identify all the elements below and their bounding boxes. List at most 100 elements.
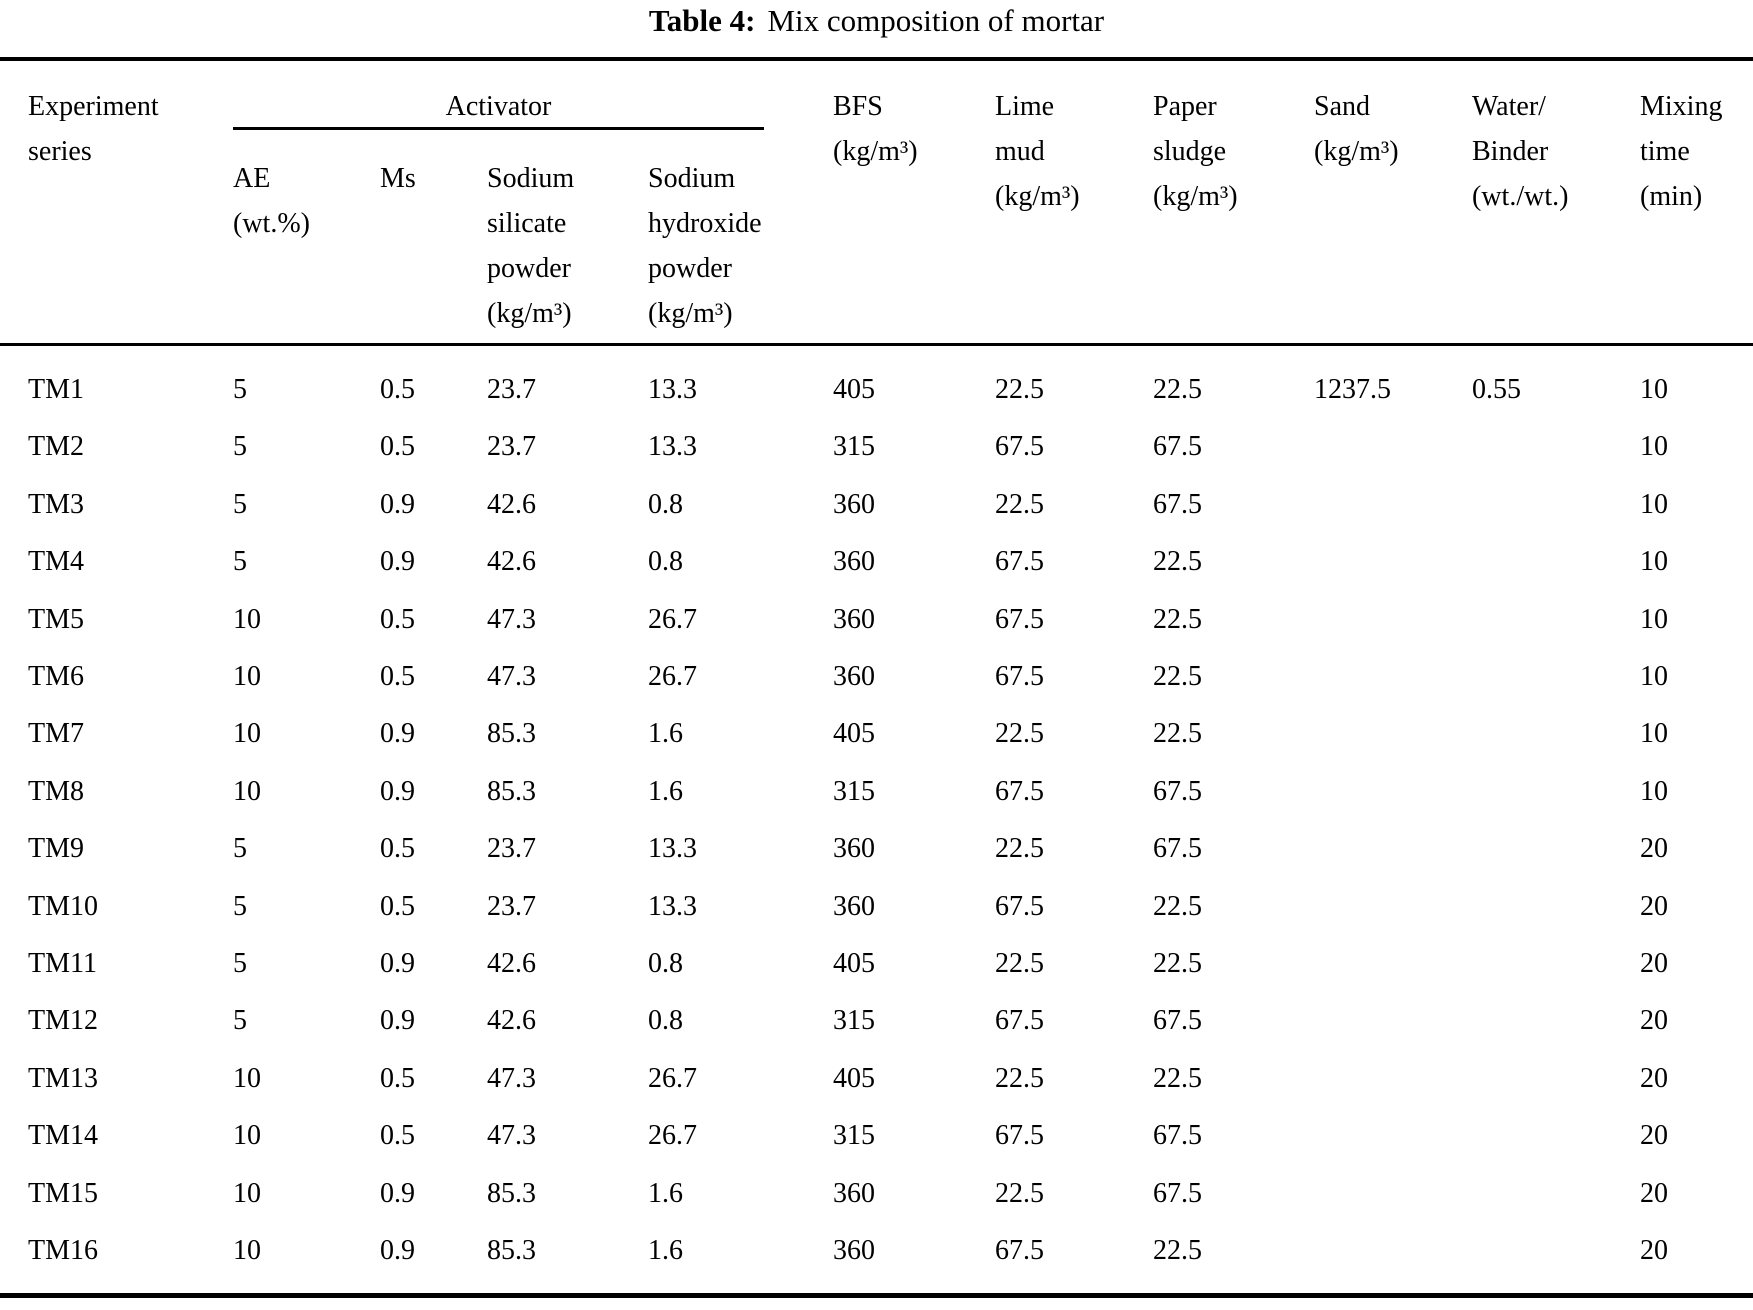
- cell-paper-sludge: 67.5: [1153, 775, 1202, 807]
- cell-mixing-time: 10: [1640, 603, 1668, 635]
- cell-experiment-series: TM5: [28, 603, 84, 635]
- cell-sodium-hydroxide-powder: 13.3: [648, 431, 697, 463]
- table-title-label: Table 4:: [648, 3, 756, 38]
- cell-lime-mud: 67.5: [995, 546, 1044, 578]
- cell-sodium-hydroxide-powder: 0.8: [648, 546, 683, 578]
- cell-sodium-hydroxide-powder: 26.7: [648, 603, 697, 635]
- cell-sodium-hydroxide-powder: 1.6: [648, 1235, 683, 1266]
- cell-paper-sludge: 22.5: [1153, 1235, 1202, 1266]
- cell-sodium-silicate-powder: 85.3: [487, 1235, 536, 1266]
- header-paper-sludge: Paper sludge (kg/m³): [1153, 91, 1238, 212]
- cell-ms: 0.9: [380, 1235, 415, 1266]
- header-sodium-hydroxide-powder: Sodium hydroxide powder (kg/m³): [648, 163, 762, 329]
- cell-ae: 5: [233, 546, 247, 578]
- cell-ms: 0.5: [380, 431, 415, 463]
- cell-sodium-silicate-powder: 23.7: [487, 833, 536, 865]
- cell-ms: 0.9: [380, 1177, 415, 1209]
- cell-bfs: 315: [833, 775, 875, 807]
- cell-sodium-silicate-powder: 47.3: [487, 1120, 536, 1152]
- cell-bfs: 315: [833, 1120, 875, 1152]
- table-row: TM15 10 0.9 85.3 1.6 360 22.5 67.5 20: [0, 1177, 1753, 1211]
- cell-ms: 0.5: [380, 603, 415, 635]
- cell-mixing-time: 20: [1640, 833, 1668, 865]
- cell-paper-sludge: 67.5: [1153, 1120, 1202, 1152]
- cell-paper-sludge: 67.5: [1153, 1177, 1202, 1209]
- cell-bfs: 315: [833, 431, 875, 463]
- cell-lime-mud: 67.5: [995, 890, 1044, 922]
- cell-bfs: 360: [833, 833, 875, 865]
- cell-ms: 0.9: [380, 775, 415, 807]
- cell-paper-sludge: 22.5: [1153, 603, 1202, 635]
- cell-ae: 5: [233, 890, 247, 922]
- cell-sodium-silicate-powder: 47.3: [487, 1062, 536, 1094]
- cell-mixing-time: 20: [1640, 1177, 1668, 1209]
- table-row: TM4 5 0.9 42.6 0.8 360 67.5 22.5 10: [0, 545, 1753, 579]
- cell-ms: 0.5: [380, 661, 415, 692]
- cell-sodium-hydroxide-powder: 26.7: [648, 661, 697, 692]
- cell-bfs: 360: [833, 661, 875, 692]
- table-row: TM5 10 0.5 47.3 26.7 360 67.5 22.5 10: [0, 603, 1753, 637]
- header-experiment-series: Experiment series: [28, 91, 159, 167]
- cell-ae: 10: [233, 603, 261, 635]
- table-row: TM2 5 0.5 23.7 13.3 315 67.5 67.5 10: [0, 430, 1753, 464]
- bottom-rule: [0, 1293, 1753, 1298]
- table-row: TM14 10 0.5 47.3 26.7 315 67.5 67.5 20: [0, 1119, 1753, 1153]
- cell-bfs: 360: [833, 890, 875, 922]
- cell-lime-mud: 22.5: [995, 488, 1044, 520]
- header-water-binder: Water/ Binder (wt./wt.): [1472, 91, 1569, 212]
- cell-experiment-series: TM7: [28, 718, 84, 750]
- table-row: TM16 10 0.9 85.3 1.6 360 67.5 22.5 20: [0, 1234, 1753, 1268]
- cell-sodium-hydroxide-powder: 0.8: [648, 488, 683, 520]
- cell-experiment-series: TM16: [28, 1235, 98, 1266]
- table-row: TM11 5 0.9 42.6 0.8 405 22.5 22.5 20: [0, 947, 1753, 981]
- cell-ae: 5: [233, 948, 247, 979]
- cell-mixing-time: 10: [1640, 488, 1668, 520]
- cell-sodium-hydroxide-powder: 1.6: [648, 775, 683, 807]
- cell-sodium-silicate-powder: 42.6: [487, 948, 536, 979]
- cell-experiment-series: TM8: [28, 775, 84, 807]
- cell-experiment-series: TM11: [28, 948, 97, 979]
- cell-experiment-series: TM1: [28, 374, 84, 405]
- cell-bfs: 360: [833, 488, 875, 520]
- cell-ae: 10: [233, 1062, 261, 1094]
- cell-sodium-hydroxide-powder: 0.8: [648, 1005, 683, 1037]
- cell-ae: 5: [233, 1005, 247, 1037]
- header-bottom-rule: [0, 343, 1753, 346]
- cell-ae: 5: [233, 431, 247, 463]
- cell-ms: 0.9: [380, 546, 415, 578]
- cell-mixing-time: 10: [1640, 546, 1668, 578]
- cell-sodium-hydroxide-powder: 0.8: [648, 948, 683, 979]
- table-row: TM3 5 0.9 42.6 0.8 360 22.5 67.5 10: [0, 488, 1753, 522]
- cell-ae: 10: [233, 1177, 261, 1209]
- cell-sodium-silicate-powder: 85.3: [487, 718, 536, 750]
- cell-experiment-series: TM10: [28, 890, 98, 922]
- cell-bfs: 315: [833, 1005, 875, 1037]
- cell-sodium-silicate-powder: 23.7: [487, 890, 536, 922]
- table-row: TM13 10 0.5 47.3 26.7 405 22.5 22.5 20: [0, 1062, 1753, 1096]
- table-title-text: Mix composition of mortar: [767, 3, 1105, 38]
- cell-water-binder: 0.55: [1472, 374, 1521, 405]
- cell-sodium-silicate-powder: 42.6: [487, 1005, 536, 1037]
- cell-sodium-hydroxide-powder: 26.7: [648, 1120, 697, 1152]
- cell-sodium-hydroxide-powder: 13.3: [648, 890, 697, 922]
- cell-lime-mud: 22.5: [995, 1062, 1044, 1094]
- table-row: TM8 10 0.9 85.3 1.6 315 67.5 67.5 10: [0, 775, 1753, 809]
- cell-ae: 10: [233, 718, 261, 750]
- cell-experiment-series: TM12: [28, 1005, 98, 1037]
- cell-bfs: 360: [833, 1177, 875, 1209]
- cell-bfs: 405: [833, 374, 875, 405]
- cell-bfs: 360: [833, 1235, 875, 1266]
- cell-lime-mud: 67.5: [995, 1120, 1044, 1152]
- cell-ms: 0.5: [380, 833, 415, 865]
- cell-ms: 0.9: [380, 488, 415, 520]
- cell-mixing-time: 10: [1640, 374, 1668, 405]
- cell-sodium-silicate-powder: 47.3: [487, 603, 536, 635]
- cell-paper-sludge: 22.5: [1153, 890, 1202, 922]
- cell-sodium-silicate-powder: 85.3: [487, 1177, 536, 1209]
- cell-experiment-series: TM6: [28, 661, 84, 692]
- cell-ae: 10: [233, 1235, 261, 1266]
- table-row: TM7 10 0.9 85.3 1.6 405 22.5 22.5 10: [0, 717, 1753, 751]
- cell-ae: 5: [233, 833, 247, 865]
- cell-experiment-series: TM13: [28, 1062, 98, 1094]
- header-sand: Sand (kg/m³): [1314, 91, 1399, 167]
